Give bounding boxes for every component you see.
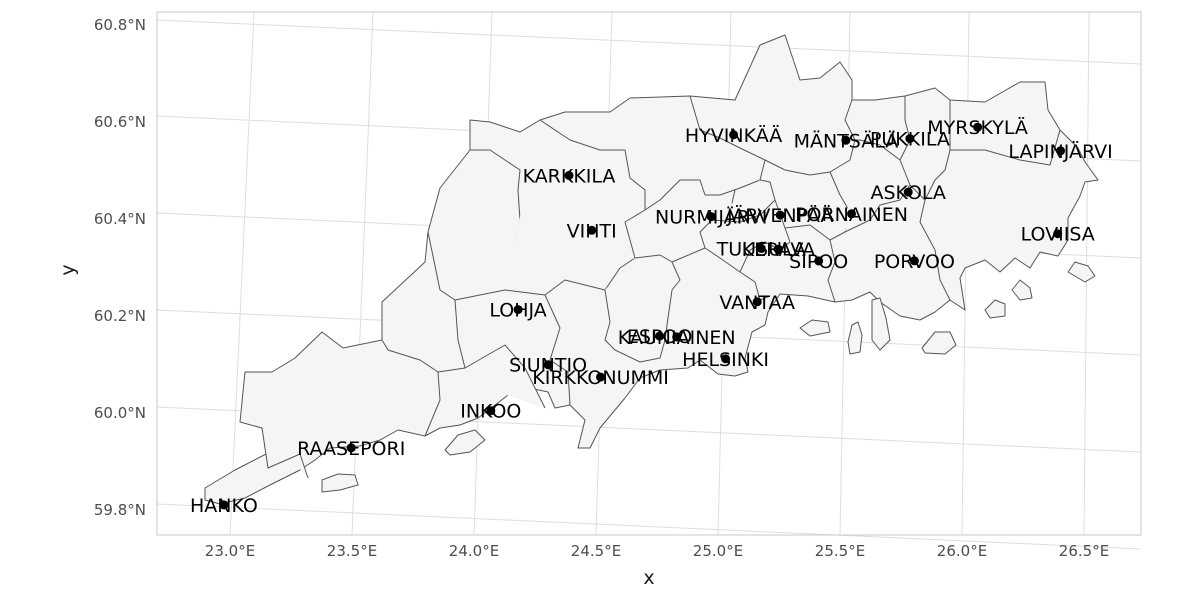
place-label: SIPOO bbox=[789, 251, 848, 273]
island-6 bbox=[921, 331, 957, 355]
place-label: ESPOO bbox=[627, 326, 692, 348]
points-layer bbox=[219, 122, 1066, 510]
municipality-polygons bbox=[204, 34, 1099, 505]
border-nurmijarvi bbox=[644, 95, 766, 211]
x-tick-label: 26.0°E bbox=[937, 542, 987, 560]
point-marker bbox=[752, 297, 762, 307]
y-tick-label: 60.6°N bbox=[94, 113, 146, 131]
border-vihti bbox=[504, 119, 646, 296]
point-marker bbox=[587, 225, 597, 235]
x-tick-label: 23.0°E bbox=[205, 542, 255, 560]
place-label: KERAVA bbox=[742, 239, 815, 261]
point-marker bbox=[486, 406, 496, 416]
meridian-26e bbox=[961, 11, 970, 536]
point-marker bbox=[513, 305, 523, 315]
x-tick-label: 23.5°E bbox=[327, 542, 377, 560]
place-label: PORNAINEN bbox=[795, 204, 908, 226]
point-marker bbox=[847, 209, 856, 219]
place-label: LOHJA bbox=[489, 300, 546, 322]
point-marker bbox=[814, 256, 824, 266]
place-label: VIHTI bbox=[567, 220, 617, 242]
place-label: KIRKKONUMMI bbox=[532, 367, 669, 389]
place-label: HANKO bbox=[190, 495, 258, 517]
panel-border bbox=[156, 11, 1142, 536]
point-marker bbox=[543, 360, 553, 370]
island-5 bbox=[871, 297, 891, 351]
place-label: RAASEPORI bbox=[297, 438, 405, 460]
place-label: KARKKILA bbox=[523, 166, 616, 188]
point-marker bbox=[905, 134, 915, 144]
island-3 bbox=[799, 319, 831, 337]
x-axis-title: x bbox=[643, 567, 654, 589]
x-tick-label: 24.5°E bbox=[571, 542, 621, 560]
border-askola-pukkila bbox=[899, 96, 951, 201]
border-raasepori-inkoo bbox=[381, 339, 441, 437]
y-axis: 59.8°N 60.0°N 60.2°N 60.4°N 60.6°N 60.8°… bbox=[57, 16, 146, 519]
island-9 bbox=[1067, 261, 1096, 283]
border-inkoo-siuntio bbox=[437, 344, 546, 409]
island-8 bbox=[1011, 279, 1033, 301]
island-7 bbox=[984, 299, 1006, 319]
point-marker bbox=[773, 244, 783, 254]
x-tick-label: 24.0°E bbox=[449, 542, 499, 560]
place-label: MÄNTSÄLÄ bbox=[794, 129, 899, 152]
place-label: HYVINKÄÄ bbox=[685, 124, 782, 147]
place-label: LOVIISA bbox=[1021, 224, 1095, 246]
place-label: PORVOO bbox=[874, 251, 955, 273]
point-marker bbox=[756, 243, 766, 253]
place-label: LAPINJÄRVI bbox=[1008, 140, 1112, 163]
border-siuntio-kirkkonummi bbox=[544, 294, 571, 406]
x-tick-label: 25.5°E bbox=[815, 542, 865, 560]
place-label: NURMIJÄRVI bbox=[655, 206, 767, 229]
border-hanko-raasepori bbox=[261, 427, 309, 479]
point-marker bbox=[219, 500, 229, 510]
point-marker bbox=[655, 331, 665, 341]
island-2 bbox=[444, 429, 486, 456]
y-tick-label: 60.0°N bbox=[94, 404, 146, 422]
point-marker bbox=[564, 171, 574, 180]
border-myrskyla-lapinjarvi bbox=[950, 129, 1061, 166]
y-tick-label: 60.2°N bbox=[94, 307, 146, 325]
island-1 bbox=[321, 473, 359, 493]
y-tick-label: 59.8°N bbox=[94, 501, 146, 519]
island-4 bbox=[847, 321, 863, 355]
point-marker bbox=[596, 372, 606, 382]
point-marker bbox=[1053, 229, 1063, 239]
place-label: JÄRVENPÄÄ bbox=[726, 204, 833, 227]
y-tick-label: 60.4°N bbox=[94, 210, 146, 228]
point-marker bbox=[909, 256, 919, 266]
point-marker bbox=[1056, 146, 1066, 156]
place-label: SIUNTIO bbox=[509, 355, 587, 377]
y-tick-label: 60.8°N bbox=[94, 16, 146, 34]
border-mantsala bbox=[764, 99, 856, 176]
point-marker bbox=[841, 135, 851, 145]
border-porvoo-loviisa bbox=[919, 199, 951, 301]
x-tick-label: 25.0°E bbox=[693, 542, 743, 560]
point-marker bbox=[775, 210, 785, 220]
place-label: INKOO bbox=[460, 401, 521, 423]
place-label: HELSINKI bbox=[682, 349, 769, 371]
point-marker bbox=[729, 130, 739, 140]
place-label: VANTAA bbox=[719, 292, 795, 314]
x-axis: 23.0°E 23.5°E 24.0°E 24.5°E 25.0°E 25.5°… bbox=[205, 542, 1109, 589]
point-marker bbox=[346, 443, 356, 453]
point-marker bbox=[903, 187, 913, 197]
place-label: MYRSKYLÄ bbox=[927, 116, 1028, 139]
x-tick-label: 26.5°E bbox=[1059, 542, 1109, 560]
meridian-23e bbox=[229, 11, 255, 536]
parallel-608n bbox=[156, 19, 1142, 65]
point-marker bbox=[706, 212, 716, 222]
point-marker bbox=[721, 354, 731, 364]
place-label: ASKOLA bbox=[870, 182, 945, 204]
place-label: TUUSULA bbox=[716, 238, 806, 260]
place-label: KAUNIAINEN bbox=[618, 327, 736, 349]
point-marker bbox=[672, 332, 682, 342]
y-axis-title: y bbox=[57, 264, 79, 275]
place-label: PUKKILA bbox=[870, 129, 950, 151]
parallel-598n bbox=[156, 503, 1142, 550]
point-marker bbox=[973, 122, 983, 132]
